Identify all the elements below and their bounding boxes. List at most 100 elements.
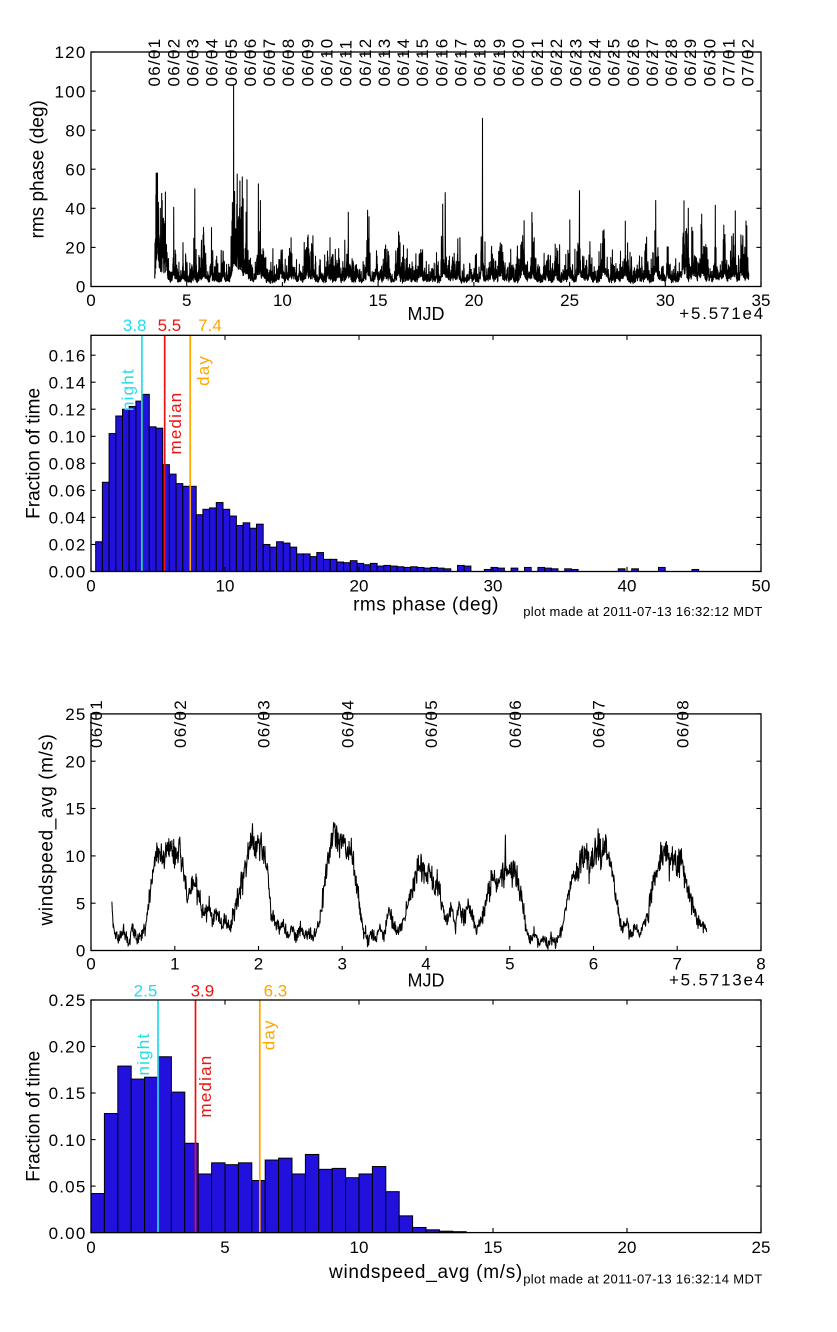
svg-text:06/08: 06/08 bbox=[674, 699, 693, 748]
svg-text:+5.5713e4: +5.5713e4 bbox=[669, 971, 766, 990]
svg-text:06/03: 06/03 bbox=[184, 37, 203, 86]
svg-text:20: 20 bbox=[65, 239, 86, 258]
svg-text:day: day bbox=[260, 1019, 279, 1050]
svg-text:0.00: 0.00 bbox=[49, 563, 87, 582]
svg-text:plot made at 2011-07-13 16:32:: plot made at 2011-07-13 16:32:12 MDT bbox=[523, 604, 762, 619]
svg-text:06/06: 06/06 bbox=[241, 37, 260, 86]
svg-text:120: 120 bbox=[55, 43, 87, 62]
svg-text:07/02: 07/02 bbox=[739, 37, 758, 86]
svg-text:06/25: 06/25 bbox=[605, 37, 624, 86]
svg-text:06/05: 06/05 bbox=[222, 37, 241, 86]
svg-text:0.12: 0.12 bbox=[49, 400, 87, 419]
svg-text:25: 25 bbox=[752, 1238, 771, 1257]
svg-text:Fraction of time: Fraction of time bbox=[24, 388, 45, 519]
svg-text:night: night bbox=[118, 368, 137, 411]
svg-text:40: 40 bbox=[65, 200, 86, 219]
svg-text:5: 5 bbox=[505, 955, 514, 974]
svg-text:0.14: 0.14 bbox=[49, 373, 87, 392]
svg-text:0: 0 bbox=[86, 1238, 95, 1257]
svg-text:06/21: 06/21 bbox=[528, 37, 547, 86]
svg-text:0: 0 bbox=[86, 576, 95, 595]
svg-text:0.25: 0.25 bbox=[49, 991, 87, 1010]
svg-text:day: day bbox=[194, 355, 213, 386]
svg-text:0.00: 0.00 bbox=[49, 1224, 87, 1243]
svg-text:06/27: 06/27 bbox=[643, 37, 662, 86]
svg-text:0.08: 0.08 bbox=[49, 455, 87, 474]
svg-text:15: 15 bbox=[369, 291, 388, 310]
svg-text:06/28: 06/28 bbox=[662, 37, 681, 86]
svg-text:0.06: 0.06 bbox=[49, 482, 87, 501]
svg-text:1: 1 bbox=[170, 955, 179, 974]
svg-text:5: 5 bbox=[182, 291, 191, 310]
svg-text:06/04: 06/04 bbox=[339, 699, 358, 748]
svg-text:06/13: 06/13 bbox=[375, 37, 394, 86]
svg-text:35: 35 bbox=[752, 291, 771, 310]
svg-text:3.8: 3.8 bbox=[123, 316, 147, 335]
svg-text:06/23: 06/23 bbox=[566, 37, 585, 86]
svg-text:80: 80 bbox=[65, 121, 86, 140]
svg-text:60: 60 bbox=[65, 160, 86, 179]
svg-text:06/16: 06/16 bbox=[432, 37, 451, 86]
svg-text:3: 3 bbox=[337, 955, 346, 974]
svg-text:rms phase (deg): rms phase (deg) bbox=[353, 595, 499, 616]
svg-text:06/12: 06/12 bbox=[356, 37, 375, 86]
svg-text:7.4: 7.4 bbox=[198, 316, 222, 335]
svg-text:06/09: 06/09 bbox=[298, 37, 317, 86]
svg-text:06/29: 06/29 bbox=[681, 37, 700, 86]
svg-text:20: 20 bbox=[618, 1238, 637, 1257]
svg-text:8: 8 bbox=[756, 955, 765, 974]
svg-text:5.5: 5.5 bbox=[158, 316, 182, 335]
svg-text:06/19: 06/19 bbox=[490, 37, 509, 86]
svg-text:25: 25 bbox=[560, 291, 579, 310]
svg-text:06/24: 06/24 bbox=[586, 37, 605, 86]
svg-text:windspeed_avg (m/s): windspeed_avg (m/s) bbox=[328, 1262, 523, 1283]
svg-text:30: 30 bbox=[484, 576, 503, 595]
svg-text:0.20: 0.20 bbox=[49, 1038, 87, 1057]
svg-text:06/20: 06/20 bbox=[509, 37, 528, 86]
svg-text:06/17: 06/17 bbox=[452, 37, 471, 86]
svg-text:10: 10 bbox=[65, 847, 86, 866]
svg-text:06/02: 06/02 bbox=[164, 37, 183, 86]
svg-text:6.3: 6.3 bbox=[264, 982, 288, 1001]
svg-text:0: 0 bbox=[86, 955, 95, 974]
svg-text:rms phase (deg): rms phase (deg) bbox=[28, 100, 49, 238]
svg-text:06/10: 06/10 bbox=[318, 37, 337, 86]
svg-text:06/01: 06/01 bbox=[145, 37, 164, 86]
svg-text:+5.571e4: +5.571e4 bbox=[679, 304, 765, 323]
svg-text:plot made at 2011-07-13 16:32:: plot made at 2011-07-13 16:32:14 MDT bbox=[523, 1272, 762, 1287]
svg-text:0.10: 0.10 bbox=[49, 428, 87, 447]
svg-text:0: 0 bbox=[76, 942, 87, 961]
svg-text:night: night bbox=[134, 1033, 153, 1076]
svg-text:07/01: 07/01 bbox=[720, 37, 739, 86]
svg-text:06/04: 06/04 bbox=[203, 37, 222, 86]
svg-text:40: 40 bbox=[618, 576, 637, 595]
svg-text:median: median bbox=[196, 1055, 215, 1118]
svg-text:4: 4 bbox=[421, 955, 430, 974]
svg-text:20: 20 bbox=[464, 291, 483, 310]
svg-text:06/30: 06/30 bbox=[700, 37, 719, 86]
svg-text:25: 25 bbox=[65, 705, 86, 724]
svg-text:MJD: MJD bbox=[408, 971, 445, 991]
svg-text:06/18: 06/18 bbox=[471, 37, 490, 86]
svg-text:06/07: 06/07 bbox=[260, 37, 279, 86]
svg-text:MJD: MJD bbox=[408, 304, 445, 324]
svg-text:20: 20 bbox=[350, 576, 369, 595]
svg-text:2.5: 2.5 bbox=[134, 982, 158, 1001]
svg-text:20: 20 bbox=[65, 752, 86, 771]
svg-text:2: 2 bbox=[254, 955, 263, 974]
svg-text:0.02: 0.02 bbox=[49, 536, 87, 555]
svg-text:3.9: 3.9 bbox=[191, 982, 215, 1001]
svg-text:06/06: 06/06 bbox=[506, 699, 525, 748]
svg-text:06/11: 06/11 bbox=[337, 39, 356, 87]
svg-text:30: 30 bbox=[656, 291, 675, 310]
svg-text:10: 10 bbox=[350, 1238, 369, 1257]
svg-text:0.10: 0.10 bbox=[49, 1131, 87, 1150]
svg-text:0.15: 0.15 bbox=[49, 1084, 87, 1103]
svg-text:06/26: 06/26 bbox=[624, 37, 643, 86]
svg-text:0.16: 0.16 bbox=[49, 346, 87, 365]
svg-text:0.04: 0.04 bbox=[49, 509, 87, 528]
svg-text:5: 5 bbox=[220, 1238, 229, 1257]
svg-text:median: median bbox=[166, 392, 185, 455]
svg-text:10: 10 bbox=[216, 576, 235, 595]
svg-text:Fraction of time: Fraction of time bbox=[24, 1051, 45, 1182]
